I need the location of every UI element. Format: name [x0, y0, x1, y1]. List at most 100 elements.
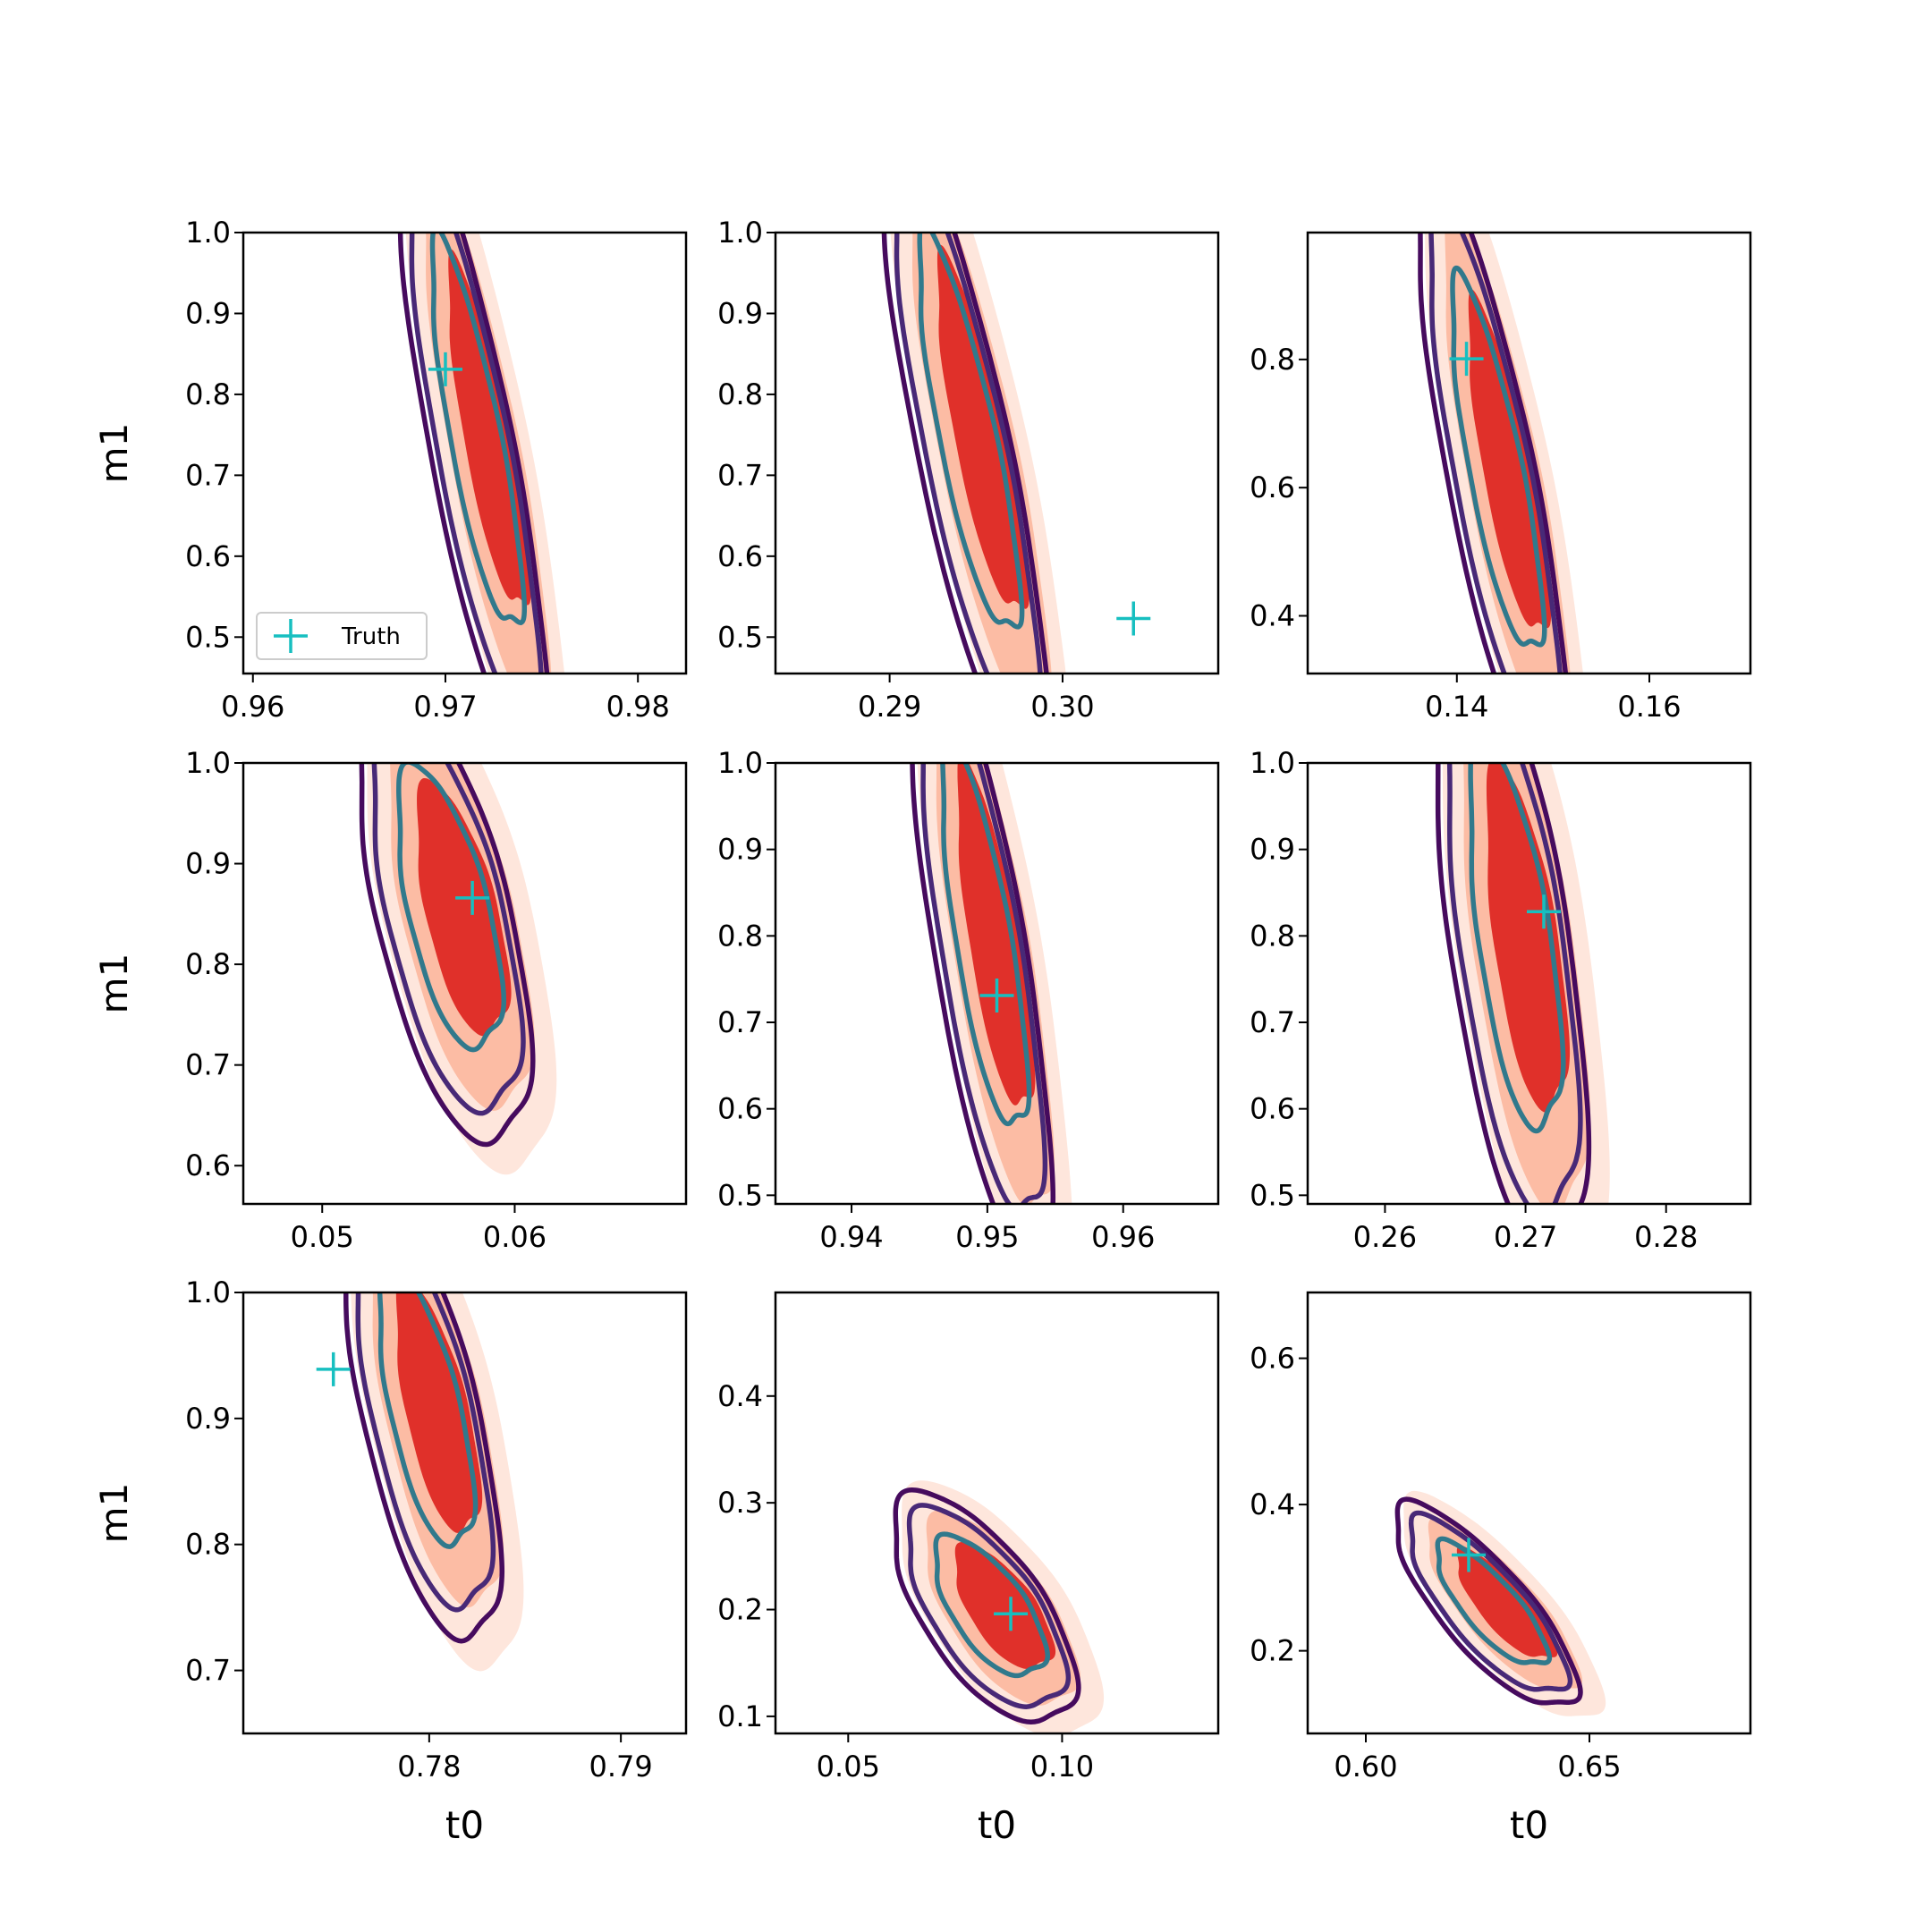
axes-frame: [774, 761, 1220, 1206]
line-contour-level-1: [397, 233, 550, 674]
line-contour-level-3: [396, 763, 507, 1053]
subplot-8: 0.05 0.10 0.1 0.2 0.3 0.4 t0: [717, 1291, 1220, 1847]
y-tick-label: 0.4: [1250, 599, 1295, 633]
plot-area: [881, 233, 1151, 674]
line-contour-level-2: [1428, 233, 1563, 674]
x-tick-label: 0.16: [1617, 690, 1681, 724]
y-tick-label: 0.9: [185, 1402, 231, 1436]
y-tick-label: 0.6: [1250, 1092, 1295, 1126]
y-tick-label: 1.0: [185, 746, 231, 780]
x-tick-label: 0.95: [955, 1220, 1019, 1254]
truth-marker: [1527, 894, 1561, 929]
filled-contour-level-3: [448, 249, 531, 606]
line-contour-level-2: [409, 233, 544, 674]
x-tick-label: 0.60: [1334, 1750, 1397, 1784]
y-tick-label: 0.1: [717, 1699, 763, 1733]
subplot-7: 0.78 0.79 0.7 0.8 0.9 1.0 t0 m1: [92, 1275, 688, 1847]
y-tick-label: 0.7: [717, 1005, 763, 1039]
y-tick-label: 0.7: [185, 458, 231, 492]
x-tick-label: 0.78: [397, 1750, 461, 1784]
y-tick-label: 0.8: [185, 377, 231, 411]
line-contour-level-2: [1446, 763, 1583, 1204]
x-tick-label: 0.28: [1634, 1220, 1698, 1254]
line-contour-level-1: [1418, 233, 1569, 674]
y-tick-label: 0.6: [185, 539, 231, 573]
y-tick-label: 0.9: [717, 296, 763, 330]
y-axis-label: m1: [92, 423, 136, 484]
axes-frame: [774, 231, 1220, 675]
y-tick-label: 1.0: [717, 216, 763, 250]
truth-marker: [979, 979, 1014, 1013]
x-tick-label: 0.79: [589, 1750, 653, 1784]
y-axis-label: m1: [92, 1483, 136, 1544]
truth-marker: [1116, 601, 1151, 636]
x-tick-label: 0.14: [1425, 690, 1488, 724]
y-axis-label: m1: [92, 953, 136, 1014]
plot-area: [359, 763, 557, 1175]
x-tick-label: 0.30: [1030, 690, 1094, 724]
filled-contour-level-3: [1486, 763, 1571, 1113]
line-contour-level-3: [940, 763, 1032, 1127]
subplot-4: 0.05 0.06 0.6 0.7 0.8 0.9 1.0 m1: [92, 746, 688, 1254]
subplot-1: 0.96 0.97 0.98 0.5 0.6 0.7 0.8 0.9 1.0 m1 Truth: [92, 216, 688, 724]
y-tick-label: 0.8: [1250, 919, 1295, 953]
x-tick-label: 0.97: [413, 690, 477, 724]
line-contour-level-2: [894, 233, 1043, 674]
line-contour-level-2: [906, 1503, 1072, 1709]
line-contour-level-1: [910, 763, 1056, 1204]
x-tick-label: 0.96: [221, 690, 284, 724]
y-tick-label: 0.9: [185, 847, 231, 881]
y-tick-label: 0.6: [717, 539, 763, 573]
y-tick-label: 0.8: [717, 919, 763, 953]
x-tick-label: 0.10: [1030, 1750, 1094, 1784]
x-tick-label: 0.06: [483, 1220, 547, 1254]
filled-contour-level-3: [1456, 1546, 1558, 1657]
line-contour-level-1: [359, 763, 536, 1148]
axes-frame: [1306, 761, 1752, 1206]
y-tick-label: 1.0: [185, 216, 231, 250]
axes-frame: [1306, 231, 1752, 675]
x-tick-label: 0.29: [858, 690, 921, 724]
filled-contour-level-3: [395, 1292, 483, 1533]
line-contour-level-3: [429, 233, 528, 626]
y-tick-label: 0.8: [717, 377, 763, 411]
line-contour-level-1: [343, 1292, 505, 1644]
y-tick-label: 0.7: [717, 458, 763, 492]
axes-frame: [242, 1291, 688, 1735]
line-contour-level-1: [893, 1487, 1081, 1725]
y-tick-label: 0.2: [1250, 1634, 1295, 1668]
plot-area: [1394, 1490, 1606, 1716]
y-tick-label: 0.9: [1250, 833, 1295, 867]
plot-area: [893, 1480, 1105, 1733]
y-tick-label: 0.8: [185, 1528, 231, 1562]
x-tick-label: 0.65: [1557, 1750, 1621, 1784]
y-tick-label: 0.9: [185, 296, 231, 330]
y-tick-label: 0.5: [717, 620, 763, 654]
line-contour-level-3: [933, 1531, 1051, 1679]
subplot-3: 0.14 0.16 0.4 0.6 0.8: [1250, 231, 1752, 724]
truth-marker: [316, 1352, 351, 1386]
legend-truth-marker: [274, 619, 308, 653]
x-tick-label: 0.98: [606, 690, 670, 724]
x-tick-label: 0.05: [291, 1220, 354, 1254]
plot-area: [316, 1292, 524, 1672]
truth-marker: [455, 880, 490, 915]
axes-frame: [1306, 1291, 1752, 1735]
truth-marker: [1449, 342, 1484, 377]
line-contour-level-1: [881, 233, 1049, 674]
y-tick-label: 0.7: [185, 1048, 231, 1082]
plot-area: [1418, 233, 1583, 674]
x-tick-label: 0.05: [817, 1750, 880, 1784]
x-axis-label: t0: [978, 1803, 1016, 1847]
y-tick-label: 1.0: [717, 746, 763, 780]
truth-marker: [428, 352, 462, 386]
y-tick-label: 0.6: [185, 1148, 231, 1182]
y-tick-label: 0.2: [717, 1593, 763, 1627]
line-contour-level-3: [917, 233, 1025, 630]
x-tick-label: 0.94: [819, 1220, 883, 1254]
line-contour-level-1: [1394, 1496, 1583, 1706]
line-contour-level-2: [355, 1292, 496, 1613]
subplot-2: 0.29 0.30 0.5 0.6 0.7 0.8 0.9 1.0: [717, 216, 1220, 724]
filled-contour-level-3: [957, 763, 1036, 1106]
